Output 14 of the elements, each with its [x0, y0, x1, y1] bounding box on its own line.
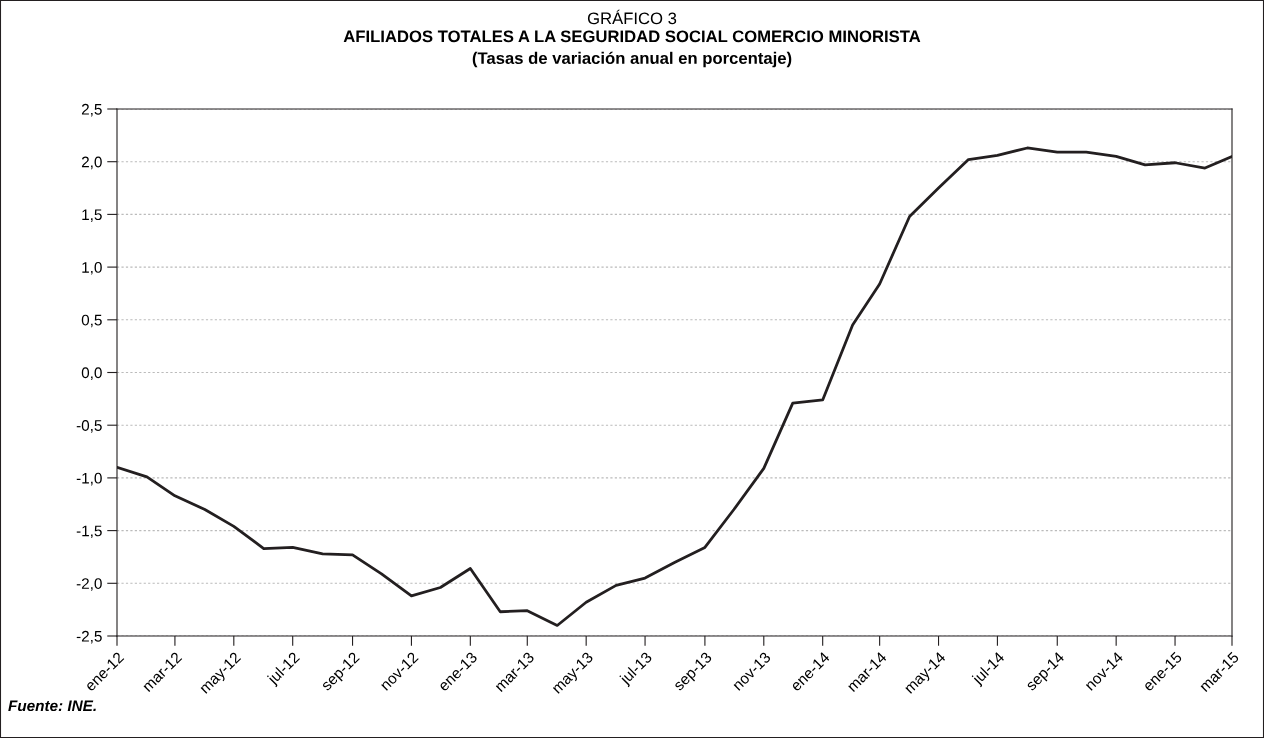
- y-tick-label: -2,0: [76, 578, 102, 591]
- y-tick-label: 2,0: [81, 156, 102, 170]
- y-tick-label: 1,0: [82, 261, 102, 275]
- y-tick-label: 0,5: [81, 314, 102, 328]
- source-note: Fuente: INE.: [8, 700, 96, 712]
- y-tick-label: -2,5: [76, 630, 102, 644]
- y-tick-label: -1,0: [76, 472, 102, 486]
- y-tick-label: -0,5: [76, 420, 102, 433]
- chart-subtitle: AFILIADOS TOTALES A LA SEGURIDAD SOCIAL COMERCIO MINORISTA (Tasas de variación anual en porcentaje): [343, 30, 921, 68]
- y-tick-label: 1,5: [82, 209, 102, 222]
- y-tick-label: 0,0: [81, 367, 102, 380]
- y-tick-label: -1,5: [76, 525, 102, 539]
- y-tick-label: 2,5: [81, 103, 102, 117]
- chart-title: GRÁFICO 3: [587, 9, 677, 25]
